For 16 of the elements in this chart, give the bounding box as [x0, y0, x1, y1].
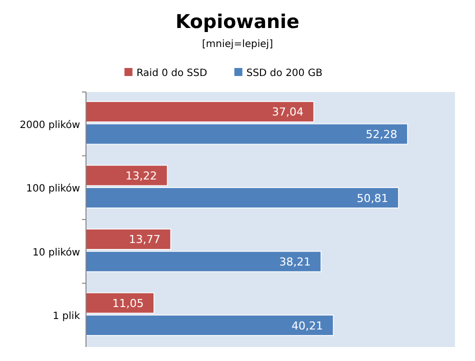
y-tick-label: 1 plik [52, 311, 80, 322]
data-label: 13,22 [126, 169, 158, 182]
data-label: 52,28 [366, 128, 398, 142]
data-label: 40,21 [292, 319, 324, 332]
data-label: 37,04 [272, 106, 304, 119]
y-tick-label: 2000 plików [20, 120, 80, 131]
data-label: 13,77 [128, 233, 160, 246]
y-tick-label: 100 plików [26, 184, 80, 195]
chart-subtitle: [mniej=lepiej] [202, 39, 274, 50]
data-label: 11,05 [112, 296, 144, 310]
legend-label: Raid 0 do SSD [136, 68, 208, 79]
data-label: 38,21 [279, 256, 311, 269]
y-tick-label: 10 plików [32, 247, 80, 258]
legend-label: SSD do 200 GB [246, 68, 323, 79]
chart-title: Kopiowanie [176, 11, 300, 33]
data-label: 50,81 [356, 192, 388, 205]
